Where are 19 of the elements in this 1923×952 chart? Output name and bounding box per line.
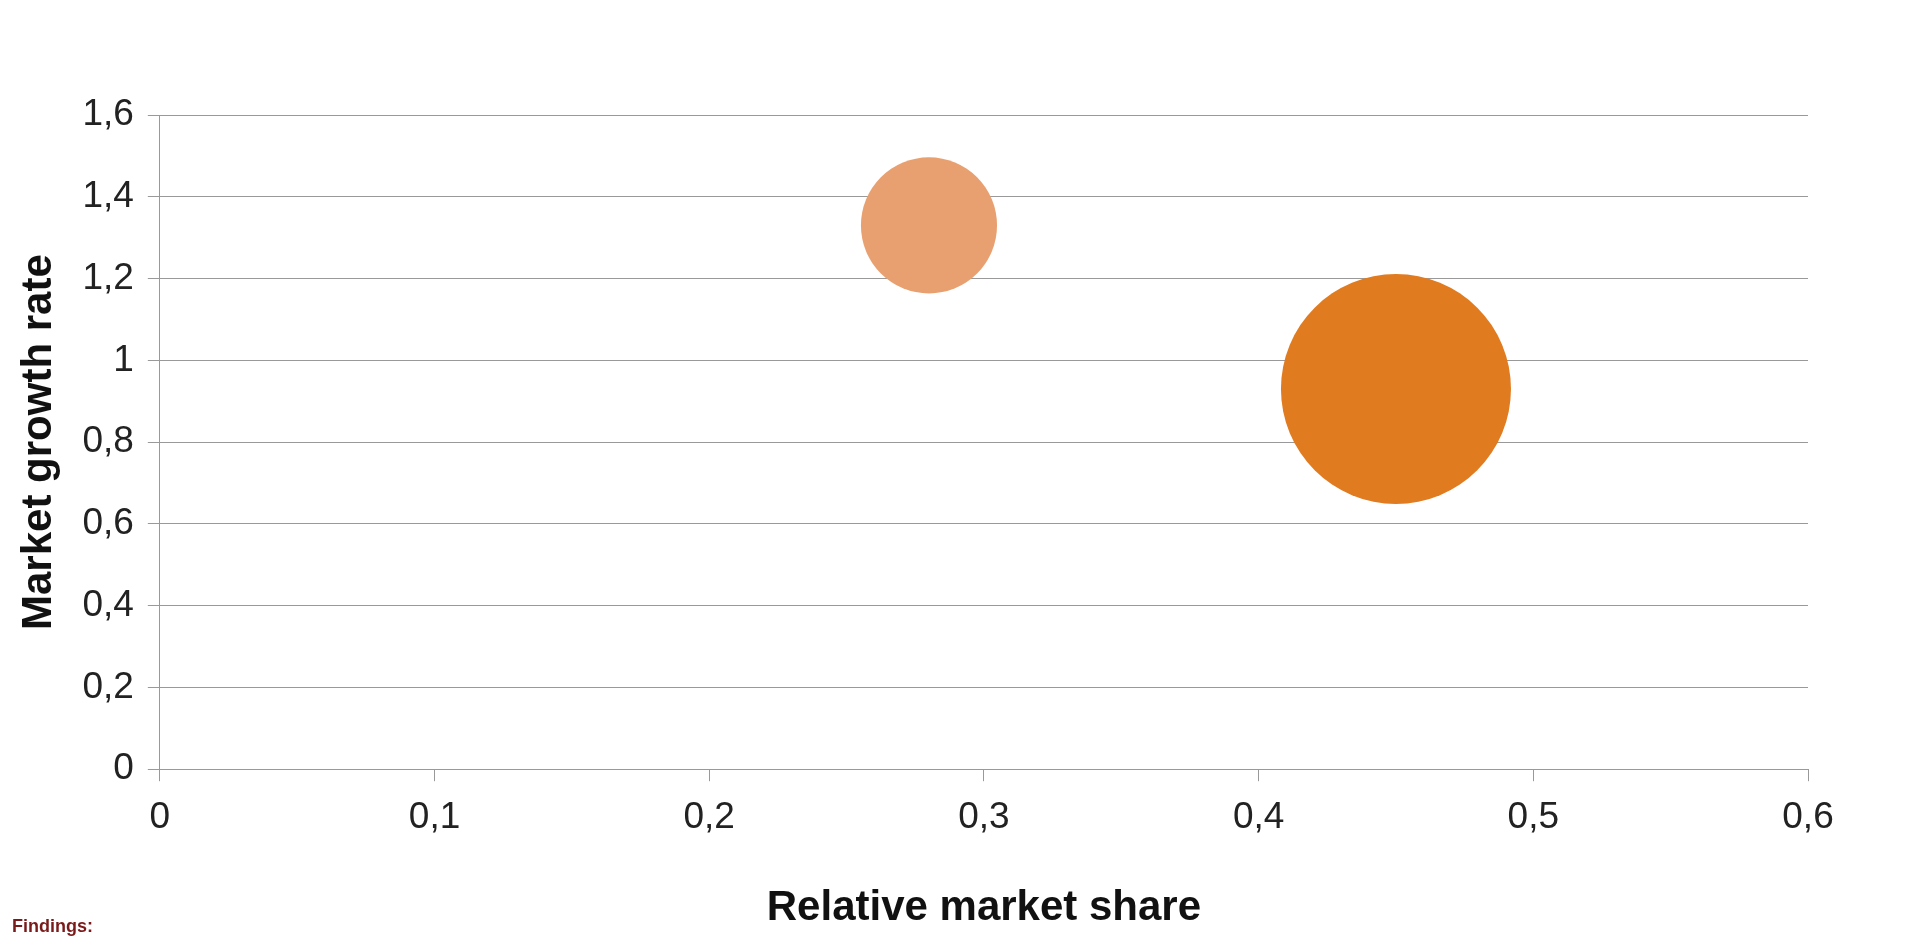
y-tick-label: 0,8 xyxy=(82,419,134,461)
x-tick-label: 0,5 xyxy=(1507,794,1560,836)
y-tick-label: 1,6 xyxy=(82,92,134,134)
y-tick-label: 1,2 xyxy=(82,255,134,297)
text: Findings: xyxy=(12,916,93,937)
x-tick-label: 0,6 xyxy=(1782,794,1834,836)
y-tick-label: 1,4 xyxy=(82,173,134,215)
x-axis-title: Relative market share xyxy=(766,882,1202,930)
x-tick-label: 0,1 xyxy=(408,794,461,836)
x-tick-label: 0,3 xyxy=(958,794,1010,836)
y-tick-label: 0 xyxy=(113,746,134,788)
y-tick-label: 0,4 xyxy=(82,582,134,624)
y-axis-title: Market growth rate xyxy=(12,254,60,630)
y-tick-label: 1 xyxy=(113,337,134,379)
x-tick-label: 0,2 xyxy=(683,794,735,836)
y-tick-label: 0,2 xyxy=(82,664,134,706)
x-tick-label: 0,4 xyxy=(1232,794,1285,836)
y-tick-label: 0,6 xyxy=(82,501,134,543)
x-tick-label: 0 xyxy=(149,794,171,836)
